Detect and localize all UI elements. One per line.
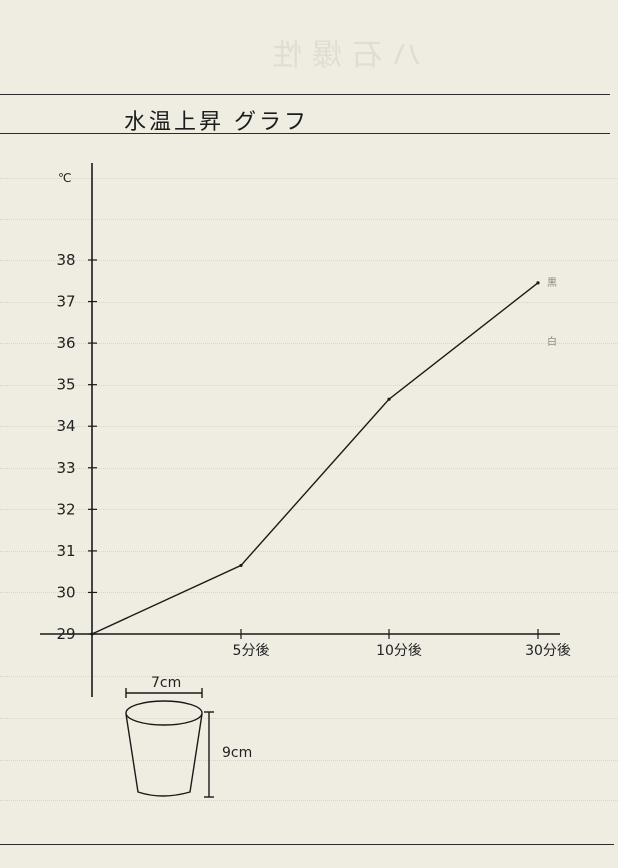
data-point [536,281,540,285]
side-note-white: 白 [547,337,557,348]
data-point [239,563,243,568]
y-tick-label: 38 [56,251,75,269]
header-rule-bottom [0,133,610,134]
cup-width-label: 7cm [151,675,182,691]
y-tick-label: 31 [56,542,75,560]
y-tick-label: 37 [56,293,75,311]
chart-axes [40,163,560,697]
data-point [90,632,94,636]
y-tick-label: 33 [56,459,75,477]
y-ticks: 29 30 31 32 33 34 35 36 37 38 [56,251,97,643]
y-tick-label: 30 [56,583,75,601]
page-title: 水温上昇 グラフ [124,110,309,135]
x-tick-label: 30分後 [525,643,571,659]
x-tick-label: 5分後 [233,643,270,659]
y-tick-label: 32 [56,500,75,518]
y-axis-unit: ℃ [58,171,71,185]
cup-height-label: 9cm [222,745,253,761]
y-tick-label: 29 [56,625,75,643]
series-line [91,282,539,635]
footer-rule [0,844,614,845]
y-tick-label: 34 [56,417,75,435]
x-ticks: 5分後 10分後 30分後 [233,629,571,659]
header-rule-top [0,94,610,95]
side-note-black: 黒 [547,278,557,289]
y-tick-label: 35 [56,376,75,394]
y-tick-label: 36 [56,334,75,352]
x-tick-label: 10分後 [376,643,422,659]
series-group [90,281,540,636]
data-point [387,397,391,401]
